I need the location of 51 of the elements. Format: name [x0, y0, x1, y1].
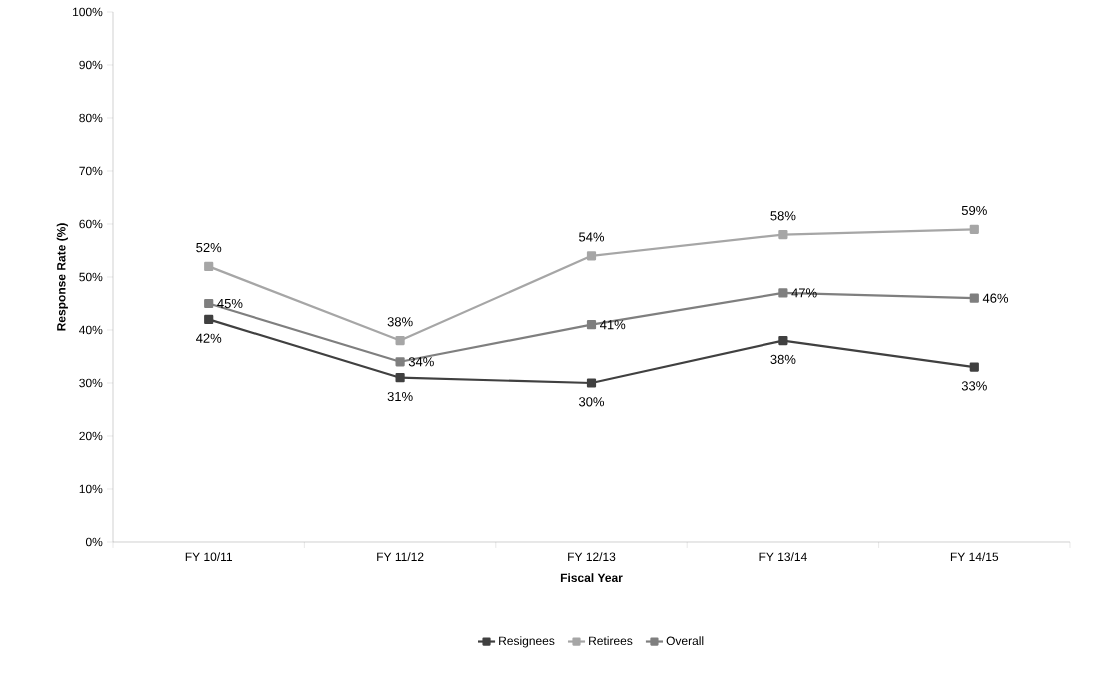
data-label: 59% [961, 205, 987, 216]
point [395, 335, 405, 346]
point [586, 251, 597, 261]
point [586, 320, 597, 330]
x-tick-label: FY 12/13 [568, 552, 616, 561]
data-label: 47% [791, 288, 817, 298]
data-label: 30% [578, 397, 605, 407]
data-label: 41% [600, 320, 626, 330]
y-tick-label: 100% [73, 7, 103, 17]
legend-label: Retirees [589, 636, 633, 646]
point [778, 229, 788, 240]
x-axis-title: Fiscal Year [560, 573, 623, 582]
data-label: 45% [217, 298, 243, 309]
y-tick-label: 10% [79, 484, 103, 494]
y-tick-label: 40% [79, 325, 103, 335]
y-tick-label: 80% [79, 113, 103, 123]
point [395, 357, 405, 367]
point [778, 335, 788, 346]
data-label: 38% [770, 354, 796, 364]
data-label: 58% [770, 211, 796, 221]
data-label: 34% [408, 357, 434, 367]
data-label: 42% [195, 333, 222, 343]
data-label: 52% [196, 242, 222, 253]
x-tick-label: FY 14/15 [950, 552, 999, 561]
y-axis-title: Response Rate (%) [56, 223, 68, 331]
data-label: 38% [387, 317, 413, 327]
point [204, 314, 214, 324]
data-label: 31% [387, 391, 413, 402]
point [204, 261, 214, 271]
point [395, 373, 405, 383]
y-tick-label: 60% [79, 219, 103, 229]
y-tick-label: 70% [79, 166, 103, 176]
point [586, 378, 597, 388]
point [204, 298, 214, 309]
data-label: 33% [961, 381, 987, 391]
x-tick-label: FY 11/12 [377, 552, 424, 561]
data-label: 46% [982, 293, 1009, 303]
legend-label: Resignees [499, 636, 555, 648]
point [778, 288, 788, 298]
y-tick-label: 30% [79, 378, 103, 388]
y-tick-label: 90% [79, 60, 103, 70]
point [969, 293, 979, 303]
legend-label: Overall [666, 636, 704, 646]
y-tick-label: 50% [79, 272, 103, 282]
point [969, 362, 979, 372]
data-label: 54% [579, 232, 605, 242]
point [969, 224, 979, 234]
y-tick-label: 0% [85, 537, 103, 547]
x-tick-label: FY 13/14 [759, 552, 807, 561]
x-tick-label: FY 10/11 [185, 552, 233, 561]
y-tick-label: 20% [79, 431, 103, 441]
